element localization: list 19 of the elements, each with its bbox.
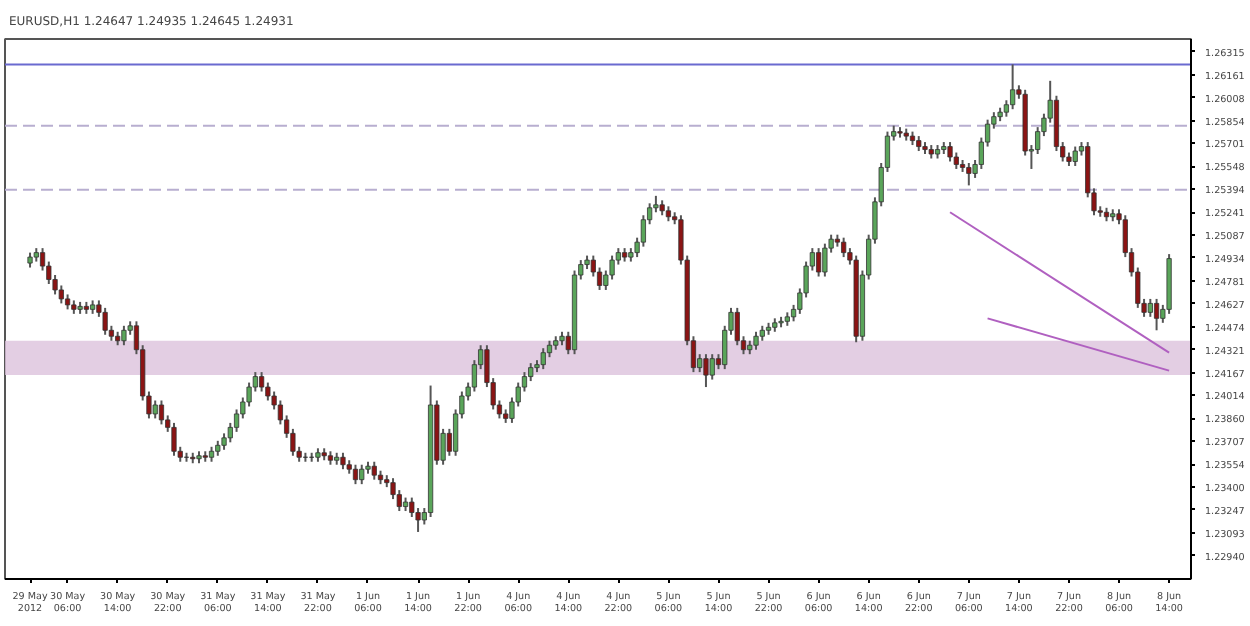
- candlestick: [171, 421, 177, 457]
- candlestick: [352, 463, 359, 486]
- candlestick: [947, 141, 953, 163]
- candlestick: [1010, 63, 1016, 111]
- candlestick: [158, 399, 165, 426]
- candlestick: [709, 353, 715, 381]
- candlestick: [966, 161, 972, 187]
- candlestick: [1072, 145, 1078, 167]
- candlestick: [121, 324, 127, 347]
- candlestick: [816, 247, 822, 278]
- candlestick: [1153, 297, 1160, 332]
- candlestick: [703, 353, 709, 389]
- candlestick: [822, 242, 828, 278]
- candlestick: [259, 371, 265, 393]
- candlestick: [102, 306, 108, 336]
- candlestick: [540, 347, 546, 371]
- candlestick: [841, 236, 847, 259]
- candlestick: [734, 306, 740, 347]
- candlestick: [359, 463, 365, 486]
